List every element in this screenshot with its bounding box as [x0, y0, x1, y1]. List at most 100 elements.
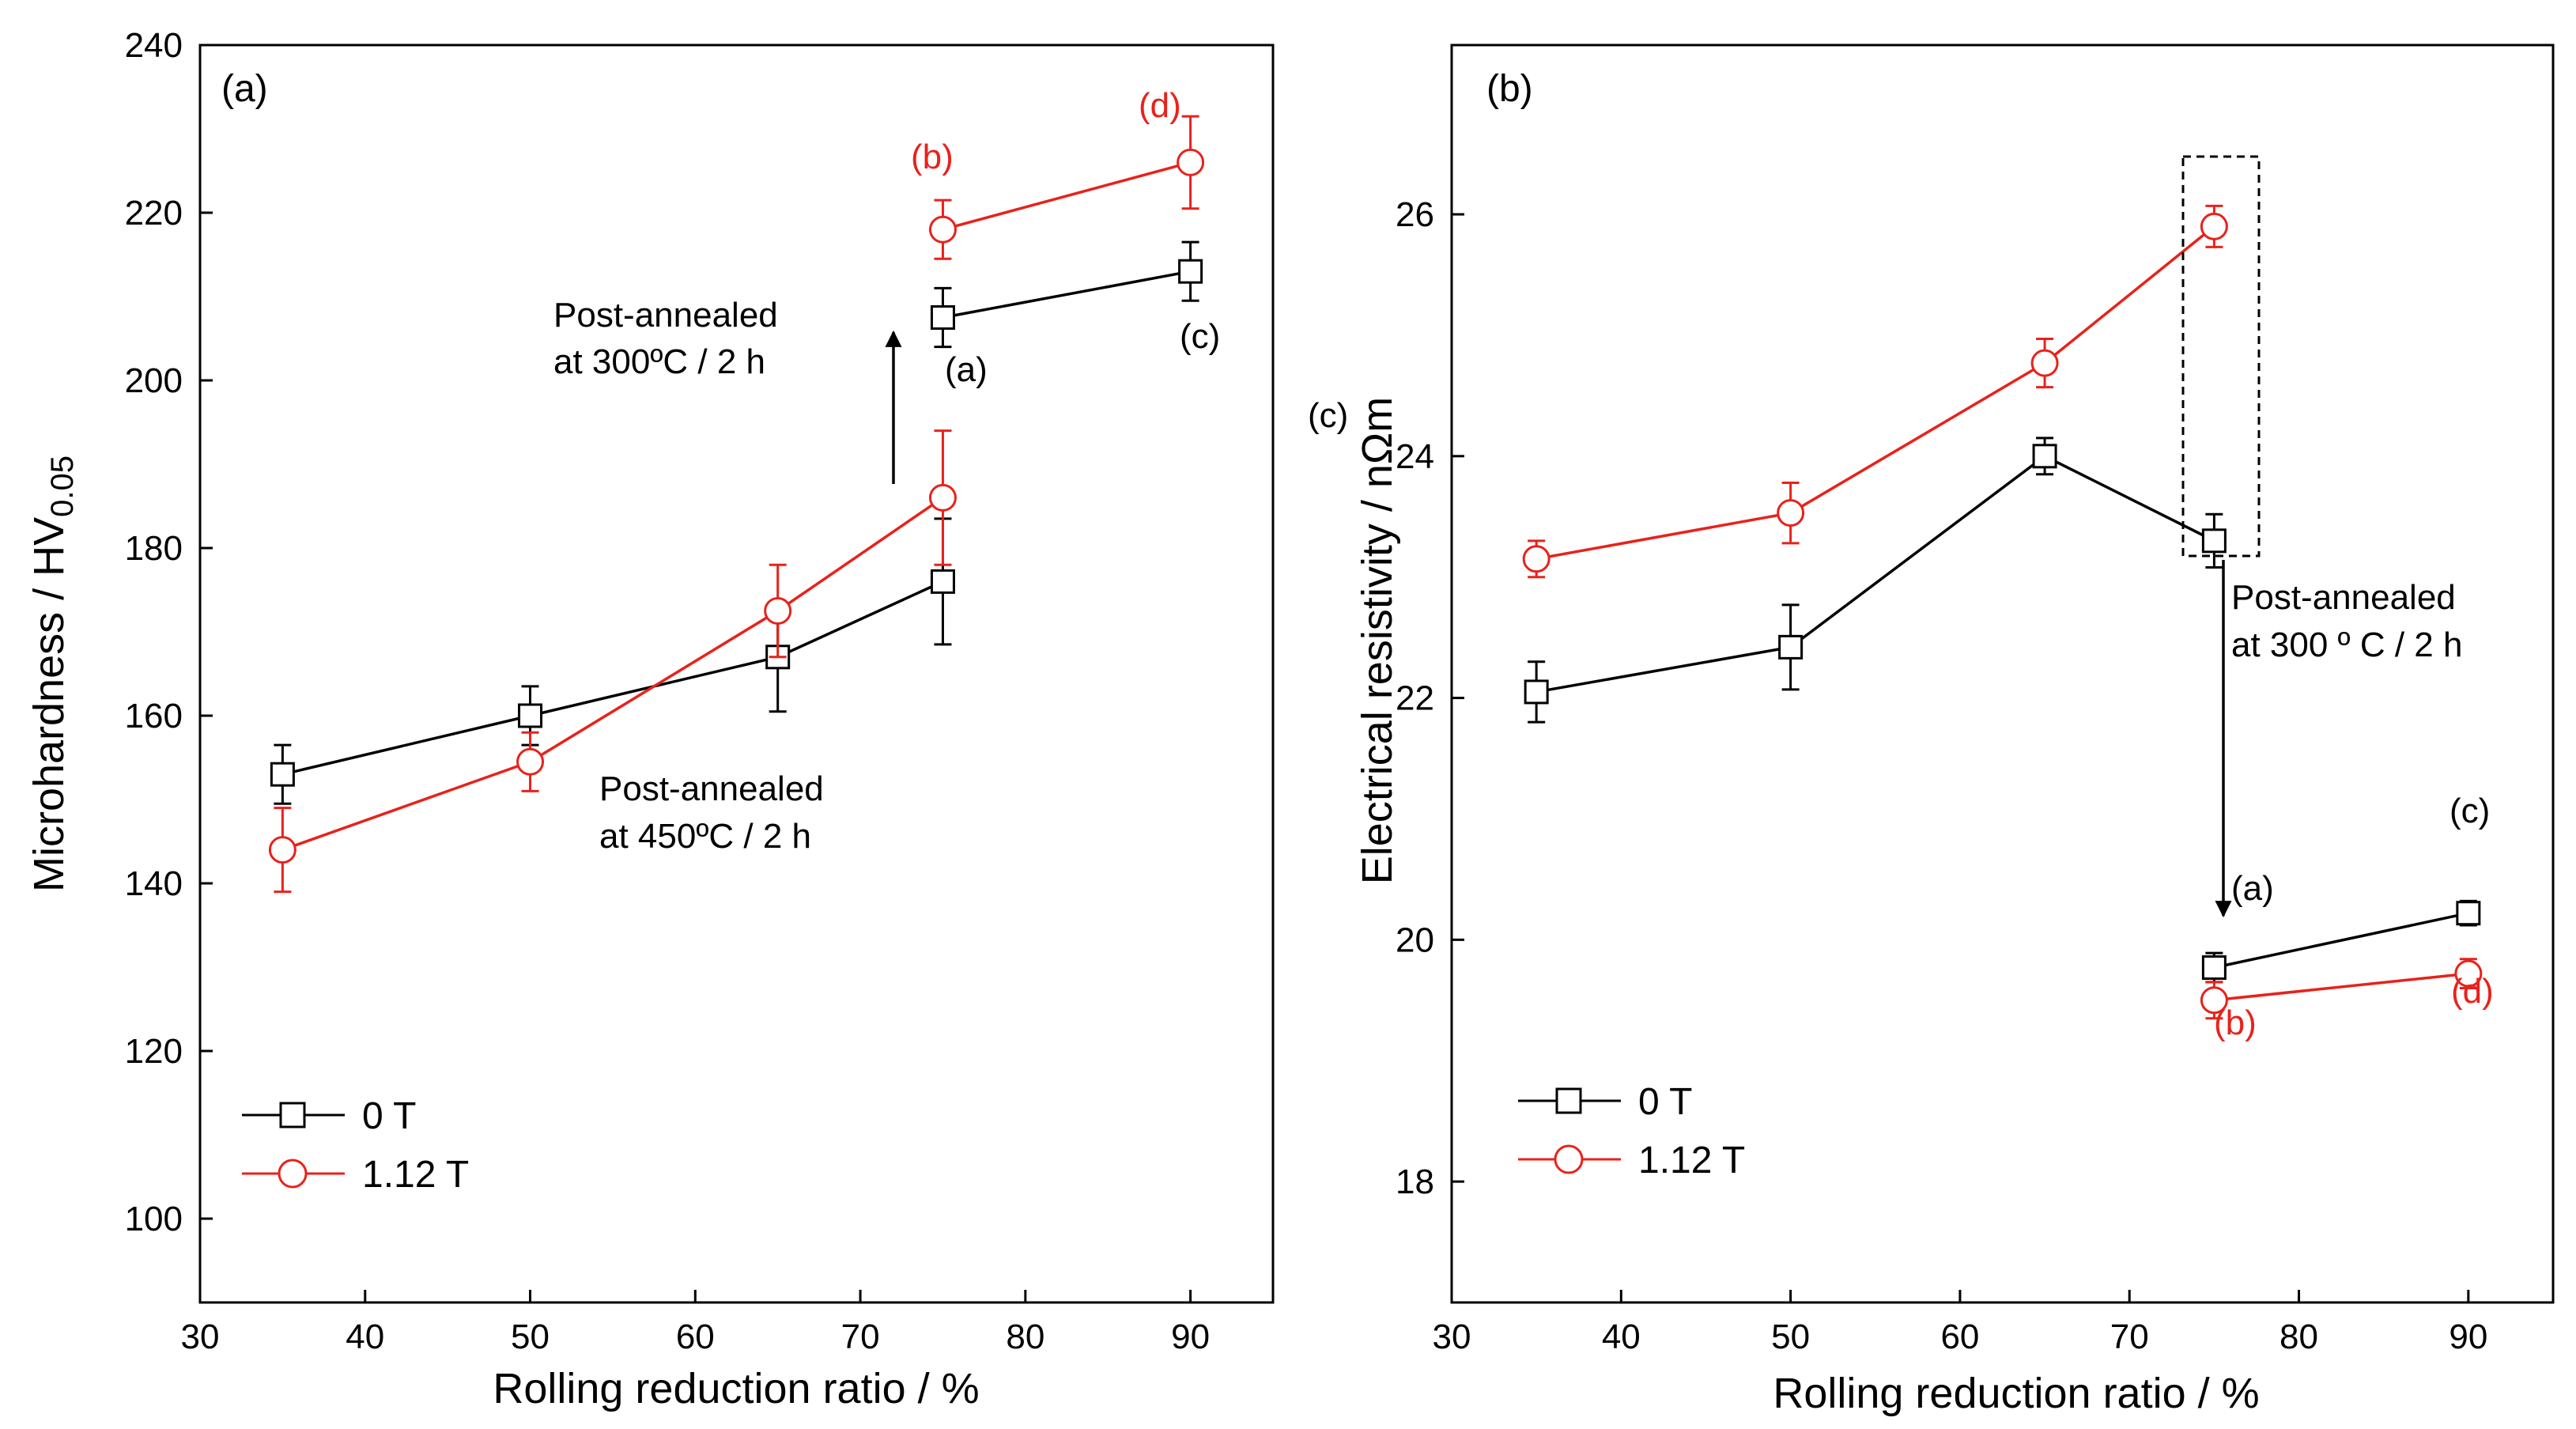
x-tick-label-b-1: 40	[1602, 1317, 1641, 1356]
series-a	[268, 115, 1205, 894]
x-tick-label-b-2: 50	[1771, 1317, 1810, 1356]
point-label-d-a: (d)	[1139, 86, 1181, 125]
legend-marker-0t-a	[279, 1102, 306, 1128]
x-tick-label-a-0: 30	[181, 1317, 220, 1356]
annotation-post450-line1-a: Post-annealed	[599, 769, 824, 808]
series-line-b-3	[2214, 972, 2469, 1002]
annotation-post300-line1-a: Post-annealed	[553, 296, 778, 335]
series-b	[1522, 204, 2483, 1020]
data-point-a-1-3	[928, 483, 957, 512]
data-point-a-2-0	[930, 305, 955, 330]
data-point-a-0-3	[930, 569, 955, 594]
series-line-b-0	[1535, 454, 2215, 694]
data-point-a-2-1	[1178, 259, 1203, 284]
series-a-2	[930, 240, 1203, 349]
y-axis-label-b: Electrical resistivity / nΩm	[1354, 397, 1401, 884]
x-tick-label-a-4: 70	[841, 1317, 880, 1356]
series-b-1	[1522, 204, 2228, 579]
legend-label-112t-a: 1.12 T	[362, 1154, 469, 1196]
data-point-a-3-0	[928, 215, 957, 244]
legend-label-0t-a: 0 T	[362, 1095, 416, 1137]
annotation-post300-line1-b: Post-annealed	[2231, 578, 2456, 617]
panel-b: 30 40 50 60 70 80 90 18 20 22 24 26 Rolling reduct…	[1308, 43, 2555, 1417]
point-label-a-a: (a)	[945, 350, 988, 389]
series-a-1	[268, 429, 957, 894]
data-point-a-3-1	[1177, 148, 1205, 176]
y-ticks-a: 100 120 140 160 180 200 220 240	[125, 26, 213, 1238]
y-tick-label-b-0: 18	[1396, 1162, 1434, 1201]
series-line-b-2	[2214, 912, 2469, 970]
point-label-d-b: (d)	[2451, 972, 2494, 1011]
point-label-c-b: (c)	[2449, 792, 2490, 830]
data-point-b-3-0	[2200, 986, 2228, 1015]
y-axis-label-a: Microhardness / HV0.05	[25, 456, 80, 892]
data-point-b-1-0	[1522, 545, 1551, 573]
x-tick-label-b-0: 30	[1433, 1317, 1471, 1356]
data-point-b-2-1	[2456, 901, 2481, 926]
x-ticks-a: 30 40 50 60 70 80 90	[181, 1290, 1210, 1356]
point-label-b-a: (b)	[911, 138, 954, 176]
y-tick-label-a-3: 160	[125, 697, 183, 735]
point-label-c-a: (c)	[1180, 317, 1220, 356]
annotation-post300-line2-a: at 300ºC / 2 h	[553, 342, 765, 381]
y-tick-label-a-6: 220	[125, 194, 183, 232]
y-axis-label-main-a: Microhardness / HV	[25, 517, 73, 892]
plot-frame-a	[198, 43, 1275, 1304]
y-tick-label-a-4: 180	[125, 529, 183, 568]
data-point-a-0-1	[518, 703, 543, 728]
plot-frame-b	[1450, 43, 2555, 1304]
x-tick-label-a-6: 90	[1171, 1317, 1210, 1356]
data-point-b-0-3	[2201, 528, 2227, 554]
data-point-a-1-2	[764, 597, 792, 625]
x-tick-label-b-5: 80	[2279, 1317, 2318, 1356]
data-point-a-0-0	[270, 762, 295, 787]
data-point-a-1-1	[516, 747, 545, 776]
y-ticks-b: 18 20 22 24 26	[1396, 195, 1464, 1201]
legend-marker-112t-a	[278, 1159, 308, 1189]
point-label-a-b: (a)	[2231, 869, 2274, 908]
x-tick-label-b-4: 70	[2110, 1317, 2149, 1356]
panel-a: 30 40 50 60 70 80 90 100120140160180200220240 …	[25, 26, 1275, 1412]
y-tick-label-a-5: 200	[125, 361, 183, 400]
x-tick-label-a-3: 60	[676, 1317, 715, 1356]
y-tick-label-b-4: 26	[1396, 195, 1434, 234]
highlight-box-b	[2181, 155, 2261, 558]
y-tick-label-b-3: 24	[1396, 437, 1434, 476]
legend-a: 0 T 1.12 T	[242, 1095, 469, 1196]
x-tick-label-b-6: 90	[2449, 1317, 2487, 1356]
x-axis-label-a: Rolling reduction ratio / %	[493, 1365, 979, 1412]
data-point-b-3-1	[2454, 959, 2483, 988]
series-b-2	[2201, 899, 2481, 984]
legend-marker-112t-b	[1554, 1144, 1584, 1174]
series-line-a-3	[942, 161, 1192, 231]
y-tick-label-a-0: 100	[125, 1200, 183, 1238]
x-axis-label-b: Rolling reduction ratio / %	[1773, 1370, 2259, 1417]
y-tick-label-a-2: 140	[125, 864, 183, 903]
x-tick-label-a-1: 40	[346, 1317, 384, 1356]
series-line-b-1	[1535, 225, 2215, 561]
series-a-3	[928, 115, 1205, 260]
series-line-a-0	[281, 580, 944, 776]
data-point-b-0-1	[1778, 634, 1804, 660]
panel-label-b: (b)	[1486, 68, 1533, 110]
y-axis-label-sub-a: 0.05	[45, 456, 80, 517]
data-point-b-1-2	[2030, 349, 2059, 377]
data-point-b-0-0	[1524, 679, 1549, 705]
data-point-b-1-3	[2200, 212, 2228, 240]
y-tick-label-a-1: 120	[125, 1032, 183, 1071]
panel-label-a: (a)	[221, 68, 268, 110]
y-tick-label-b-1: 20	[1396, 921, 1434, 959]
data-point-a-1-0	[268, 836, 297, 864]
series-line-a-2	[942, 270, 1191, 319]
x-tick-label-a-5: 80	[1006, 1317, 1044, 1356]
y-tick-label-a-7: 240	[125, 26, 183, 65]
x-ticks-b: 30 40 50 60 70 80 90	[1433, 1290, 2487, 1356]
series-line-a-1	[281, 496, 944, 852]
series-b-3	[2200, 958, 2483, 1020]
legend-label-0t-b: 0 T	[1638, 1081, 1692, 1123]
data-point-b-2-0	[2201, 955, 2227, 981]
data-point-b-1-1	[1777, 499, 1805, 527]
legend-label-112t-b: 1.12 T	[1638, 1140, 1745, 1181]
stray-label-c-b: (c)	[1308, 396, 1348, 435]
